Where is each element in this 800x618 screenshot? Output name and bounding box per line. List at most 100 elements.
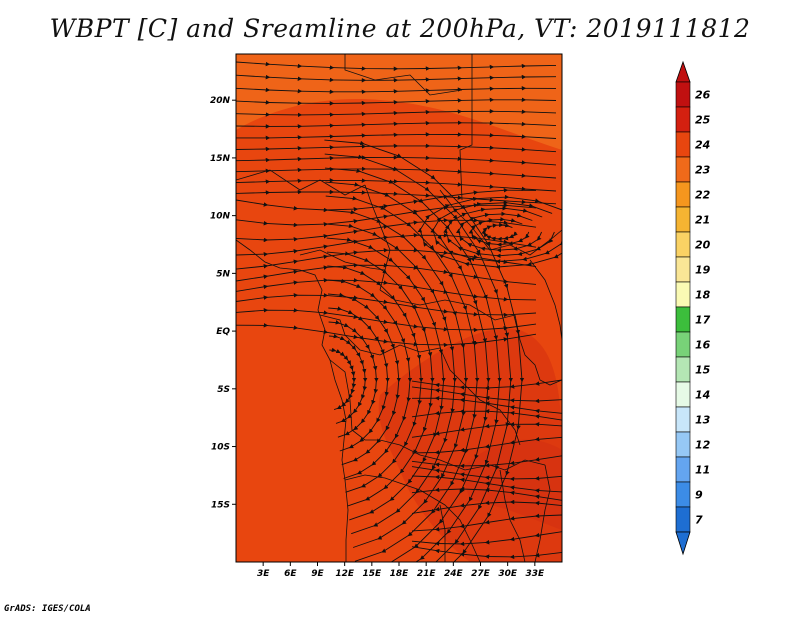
lat-tick-label: EQ [216,327,230,337]
colorbar-label: 13 [695,414,711,427]
grads-credit: GrADS: IGES/COLA [4,604,91,614]
lon-tick-label: 3E [257,569,270,579]
colorbar-swatch [675,331,691,358]
streamline [411,421,562,438]
lat-tick-label: 20N [210,96,231,106]
border-line [319,314,441,356]
lat-tick-label: 10S [211,443,230,453]
colorbar-label: 19 [695,264,711,277]
colorbar-swatch [675,156,691,183]
lon-tick-label: 30E [498,569,518,579]
lon-tick-label: 15E [362,569,382,579]
streamline [236,323,537,348]
colorbar-swatch [675,206,691,233]
colorbar-label: 9 [695,489,703,502]
colorbar-label: 18 [695,289,711,302]
colorbar-swatch [675,181,691,208]
colorbar-label: 20 [695,239,711,252]
streamline [411,379,562,391]
streamline [411,408,562,421]
temperature-field [236,54,562,562]
colorbar-label: 7 [695,514,703,527]
lat-tick-label: 15S [211,500,230,510]
border-line [236,169,366,196]
colorbar-label: 17 [695,314,711,327]
colorbar-label: 12 [695,439,711,452]
border-line [299,249,386,271]
border-line [514,314,562,386]
latitude-axis: 20N 15N 10N 5N EQ 5S 10S 15S [210,96,236,510]
streamline [236,74,557,83]
colorbar-swatch [675,431,691,458]
border-line [344,479,349,562]
border-line [439,504,446,562]
border-line [329,359,401,446]
streamlines [236,61,562,562]
colorbar-swatch [675,381,691,408]
border-line [499,469,526,562]
streamline [236,97,557,106]
colorbar-top-arrow [675,60,691,83]
lon-tick-label: 33E [525,569,545,579]
colorbar-swatch [675,281,691,308]
lat-tick-label: 10N [210,212,231,222]
colorbar-label: 23 [695,164,711,177]
colorbar-label: 22 [695,189,711,202]
colorbar-label: 15 [695,364,711,377]
colorbar-swatch [675,106,691,133]
border-line [399,444,546,471]
streamline [411,436,562,455]
colorbar-swatch [675,506,691,533]
colorbar-label: 25 [695,114,711,127]
border-line [344,474,481,562]
streamline [236,109,557,118]
border-line [439,189,562,256]
colorbar-swatch [675,231,691,258]
streamline [411,531,562,547]
streamline [236,120,557,129]
lat-tick-label: 5S [217,385,230,395]
lon-tick-label: 21E [417,569,437,579]
streamline [236,248,537,270]
lon-tick-label: 27E [471,569,491,579]
streamline [411,486,562,501]
colorbar-bottom-arrow [675,531,691,556]
streamline [411,513,562,532]
colorbar-label: 11 [695,464,710,477]
colorbar-swatch [675,456,691,483]
colorbar-label: 26 [695,89,711,102]
colorbar-swatch [675,406,691,433]
colorbar-swatch [675,131,691,158]
colorbar-label: 24 [695,139,710,152]
colorbar-label: 21 [695,214,710,227]
streamline [324,139,525,562]
chart-title: WBPT [C] and Sreamline at 200hPa, VT: 20… [49,14,751,43]
border-line [459,54,473,201]
colorbar-swatch [675,356,691,383]
coastline [236,239,347,481]
coastline [529,259,562,341]
streamline [236,132,557,141]
lat-tick-label: 5N [216,269,230,279]
colorbar-swatch [675,256,691,283]
lon-tick-label: 18E [390,569,410,579]
colorbar-label: 14 [695,389,710,402]
streamline [236,86,557,95]
lon-tick-label: 9E [311,569,324,579]
longitude-axis: 3E 6E 9E 12E 15E 18E 21E 24E 27E 30E 33E [257,562,545,579]
colorbar-legend: 26 25 24 23 22 21 20 19 18 17 16 15 14 13 12 11 9 7 [675,60,711,556]
border-line [439,347,521,446]
border-line [379,289,516,321]
lon-tick-label: 24E [444,569,464,579]
country-borders [236,54,562,562]
streamline [411,546,562,560]
colorbar-swatch [675,306,691,333]
lon-tick-label: 6E [284,569,297,579]
lon-tick-label: 12E [335,569,355,579]
border-line [364,184,391,291]
border-line [344,54,463,96]
streamline [411,499,562,514]
border-line [534,464,551,562]
colorbar-swatch [675,81,691,108]
